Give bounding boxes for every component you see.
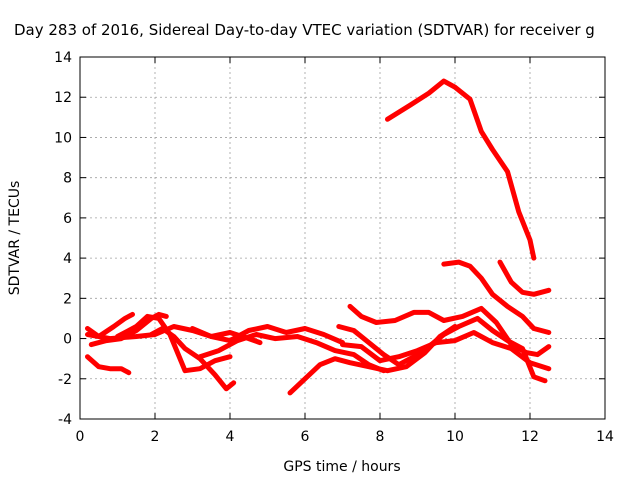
axis-ticks: [79, 56, 606, 420]
series-arc-8: [88, 311, 169, 348]
series-arc-9: [148, 326, 237, 392]
y-tick-label: 2: [63, 291, 72, 307]
y-tick-label: -2: [58, 372, 72, 388]
series-arc-1: [385, 78, 537, 261]
series-arc-2: [441, 259, 552, 335]
y-tick-label: 4: [63, 251, 72, 267]
grid: [80, 57, 605, 419]
y-tick-label: 14: [54, 50, 72, 66]
series-arc-11: [197, 332, 387, 374]
tick-labels: 0 2 4 6 8 10 12 14 -4 -2 0 2 4 6 8 10 12 14: [54, 50, 614, 445]
chart-title: Day 283 of 2016, Sidereal Day-to-day VTE…: [14, 21, 595, 39]
x-tick-label: 0: [76, 429, 85, 445]
x-tick-label: 2: [151, 429, 160, 445]
x-tick-label: 4: [226, 429, 235, 445]
series-arc-5: [85, 354, 132, 376]
y-tick-label: 12: [54, 90, 72, 106]
x-tick-label: 6: [301, 429, 310, 445]
y-tick-label: -4: [58, 412, 72, 428]
x-axis-label: GPS time / hours: [283, 459, 400, 475]
x-tick-label: 8: [376, 429, 385, 445]
y-axis-label: SDTVAR / TECUs: [7, 181, 23, 296]
x-tick-label: 12: [521, 429, 539, 445]
series-arc-14: [336, 315, 548, 384]
y-tick-label: 6: [63, 211, 72, 227]
x-tick-label: 10: [446, 429, 464, 445]
x-tick-label: 14: [596, 429, 614, 445]
series-arc-15: [340, 330, 552, 372]
y-tick-label: 10: [54, 130, 72, 146]
series-arc-12: [287, 324, 458, 396]
data-series: [85, 78, 552, 396]
y-tick-label: 8: [63, 171, 72, 187]
series-arc-3: [497, 259, 552, 297]
plot-frame: [79, 56, 606, 420]
y-tick-label: 0: [63, 332, 72, 348]
series-arc-10: [190, 324, 345, 346]
